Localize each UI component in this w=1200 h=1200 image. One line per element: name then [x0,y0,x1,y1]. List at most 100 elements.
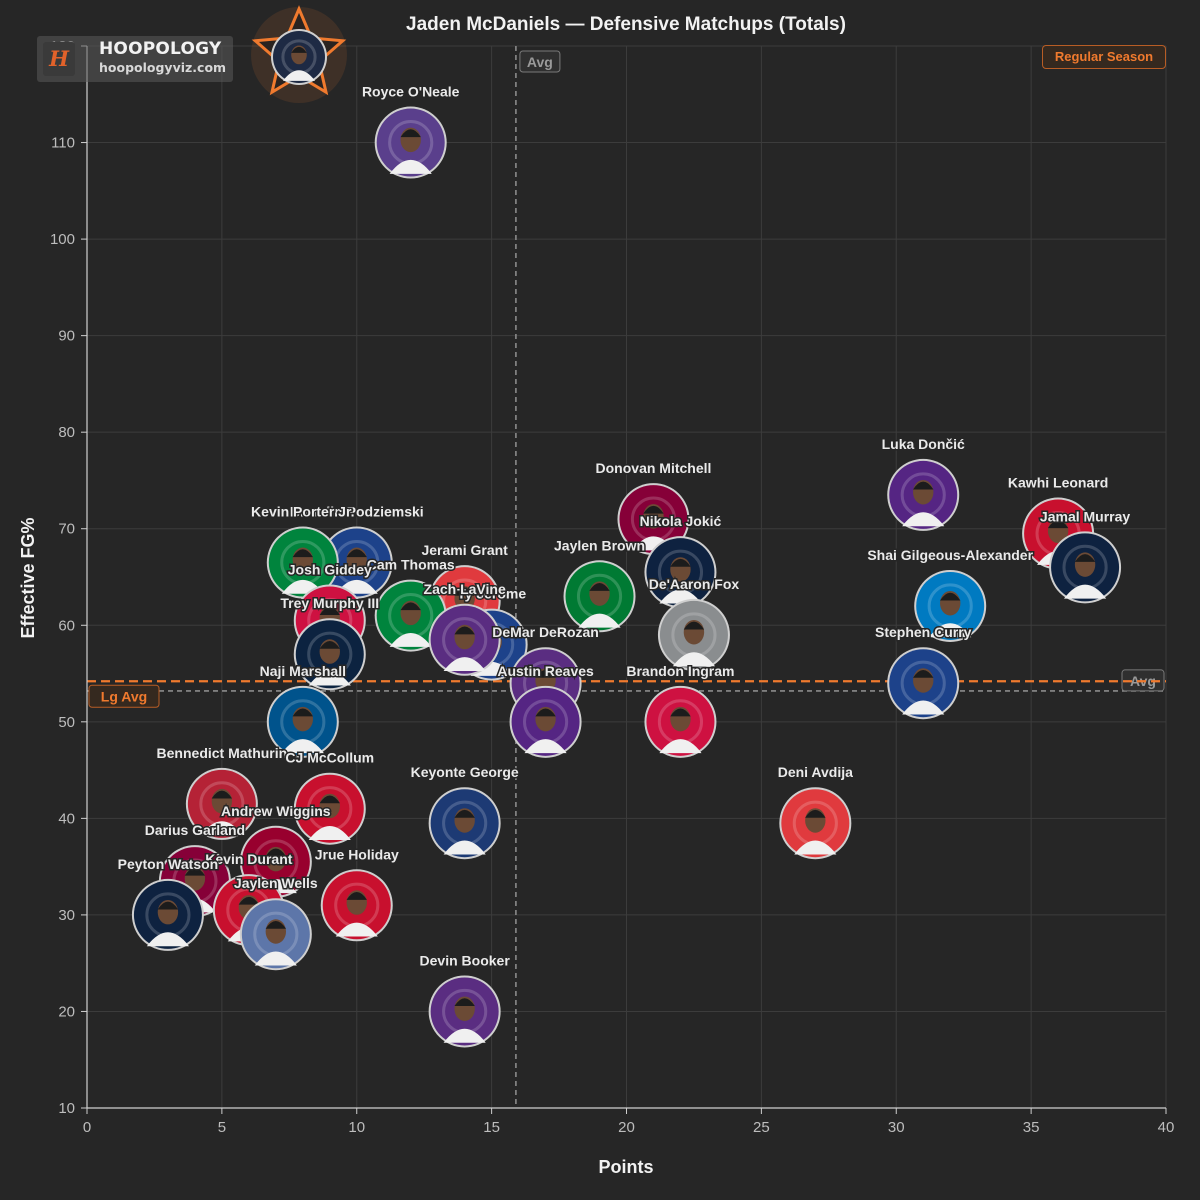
x-tick-label: 20 [618,1119,635,1136]
player-point[interactable] [374,106,447,179]
brand-url: hoopologyviz.com [99,60,227,75]
y-tick-label: 20 [58,1003,75,1020]
avatar-hair [400,129,421,138]
avatar-hair [670,708,691,717]
avatar-hair [292,708,313,717]
avatar-hair [589,583,610,591]
player-point[interactable] [428,787,501,860]
y-tick-label: 60 [58,617,75,634]
featured-player-avatar[interactable] [271,29,327,85]
player-point[interactable] [509,685,582,758]
x-tick-label: 35 [1023,1119,1040,1136]
y-tick-label: 40 [58,810,75,827]
player-point[interactable] [617,483,690,556]
avatar-hair [319,795,340,804]
avatar-hair [643,505,664,514]
x-tick-label: 15 [483,1119,500,1136]
player-point[interactable] [887,458,960,531]
player-label: Shai Gilgeous-Alexander [867,547,1033,563]
player-label: Jerami Grant [421,542,508,558]
player-label: DeMar DeRozan [492,624,599,640]
avatar-hair [157,901,179,910]
player-point[interactable] [266,685,339,758]
player-label: De'Aaron Fox [649,576,740,592]
player-label: Trey Murphy III [280,595,379,611]
brand-logo[interactable]: H HOOPOLOGY hoopologyviz.com [37,36,233,82]
brand-name: HOOPOLOGY [99,39,222,59]
player-label: Nikola Jokić [640,513,722,529]
player-label: Jamal Murray [1040,508,1130,524]
player-label: Deni Avdija [778,764,853,780]
x-tick-label: 0 [83,1119,91,1136]
player-point[interactable] [887,647,960,720]
avatar-jersey [794,840,837,855]
player-point[interactable] [644,685,717,758]
avatar-hair [535,708,556,717]
player-label: Jaylen Wells [234,875,318,891]
x-tick-label: 40 [1158,1119,1175,1136]
player-label: Jrue Holiday [315,846,399,862]
player-point[interactable] [657,598,730,671]
player-point[interactable] [131,878,204,951]
avatar-jersey [308,826,351,840]
player-point[interactable] [293,618,366,691]
player-label: Kevin Durant [205,851,292,867]
featured-player-star [251,5,347,103]
player-point[interactable] [374,579,447,652]
player-label: Donovan Mitchell [596,460,712,476]
avatar-jersey [146,932,190,947]
player-point[interactable] [914,569,987,642]
avatar-jersey [524,739,567,754]
chart-title: Jaden McDaniels — Defensive Matchups (To… [406,14,846,35]
player-point[interactable] [320,869,393,942]
axes: 0 5 10 15 20 25 30 35 40 10 20 30 40 50 60 70 80 90 100 110… [50,38,1174,1136]
player-label: Devin Booker [420,952,511,968]
player-label: Cam Thomas [367,557,455,573]
avatar-hair [184,867,206,876]
y-tick-label: 70 [58,521,75,538]
player-point[interactable] [1049,531,1122,604]
player-point[interactable] [266,526,339,599]
player-point[interactable] [428,975,501,1048]
avatar-hair [913,481,934,490]
player-label: Peyton Watson [118,856,219,872]
avatar-hair [292,549,313,558]
avatar-jersey [308,671,351,686]
player-label: Keyonte George [411,764,519,780]
avatar-jersey [902,512,945,527]
player-label: Zach LaVine [424,581,506,597]
player-point[interactable] [293,772,366,845]
player-point[interactable] [779,787,852,860]
y-tick-label: 50 [58,714,75,731]
y-tick-label: 100 [50,231,75,248]
player-label: Austin Reaves [497,663,594,679]
x-average-badge [519,50,561,73]
avatar-jersey [443,657,486,672]
avatar-jersey [254,951,297,966]
avatar-jersey [902,700,945,715]
player-point[interactable] [563,560,636,633]
player-point[interactable] [239,898,312,971]
player-point[interactable] [644,536,717,609]
avatar-hair [535,669,556,678]
player-label: Naji Marshall [260,663,346,679]
player-point[interactable] [185,767,258,840]
x-axis-label: Points [598,1157,653,1177]
avatar-hair [291,46,307,53]
y-axis-label: Effective FG% [18,517,38,638]
avatar-jersey [1063,584,1107,599]
avatar-hair [913,669,934,678]
player-point[interactable] [428,603,501,676]
avatar-hair [265,848,287,857]
player-point[interactable] [320,526,393,599]
avatar-hair [400,602,421,611]
season-badge[interactable]: Regular Season [1042,45,1166,69]
player-label: Kawhi Leonard [1008,475,1108,491]
avatar-jersey [389,632,432,647]
y-tick-label: 80 [58,424,75,441]
player-label: Royce O'Neale [362,84,460,100]
avatar-jersey [282,70,316,81]
league-average-label: Lg Avg [101,688,147,704]
